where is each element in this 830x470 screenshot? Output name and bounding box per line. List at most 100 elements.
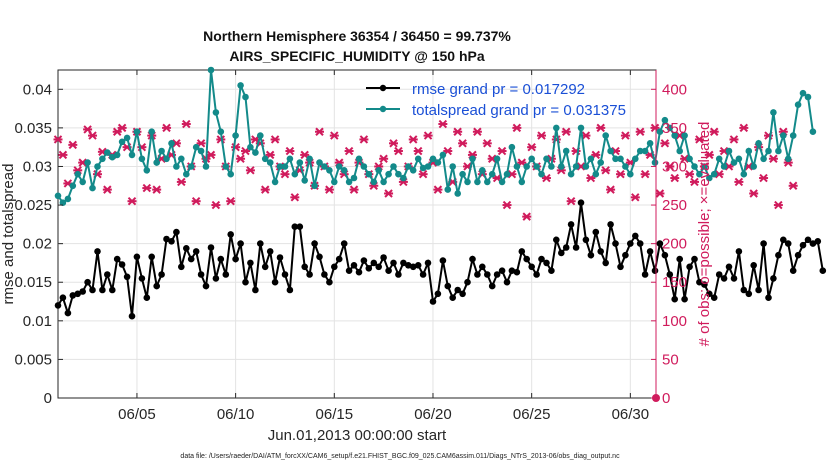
rmse-point bbox=[109, 286, 116, 294]
y-tick-label-right: 300 bbox=[662, 158, 687, 175]
obs-count-marker bbox=[359, 135, 369, 144]
totalspread-point bbox=[725, 147, 733, 155]
totalspread-point bbox=[553, 124, 560, 132]
rmse-point bbox=[676, 255, 683, 263]
rmse-point bbox=[321, 271, 328, 278]
rmse-point bbox=[64, 309, 72, 317]
obs-count-marker bbox=[527, 142, 537, 152]
totalspread-point bbox=[464, 178, 471, 186]
rmse-point bbox=[572, 244, 580, 251]
rmse-point bbox=[789, 267, 797, 275]
totalspread-point bbox=[479, 167, 486, 174]
totalspread-point bbox=[760, 155, 767, 163]
rmse-point bbox=[168, 238, 175, 245]
totalspread-point bbox=[271, 178, 279, 186]
rmse-point bbox=[217, 255, 225, 263]
totalspread-point bbox=[784, 155, 792, 163]
totalspread-point bbox=[414, 155, 422, 163]
chart-title-line2: AIRS_SPECIFIC_HUMIDITY @ 150 hPa bbox=[229, 48, 485, 64]
obs-count-marker bbox=[689, 177, 699, 187]
rmse-point bbox=[484, 271, 491, 278]
totalspread-point bbox=[780, 132, 787, 139]
totalspread-point bbox=[311, 182, 318, 190]
y-tick-label-right: 150 bbox=[662, 274, 687, 291]
obs-count-marker bbox=[694, 135, 704, 144]
obs-count-marker bbox=[615, 169, 625, 179]
rmse-point bbox=[651, 267, 659, 275]
obs-count-marker bbox=[768, 154, 778, 163]
obs-count-marker bbox=[482, 139, 492, 148]
totalspread-point bbox=[484, 178, 491, 186]
obs-count-marker bbox=[236, 154, 246, 163]
obs-count-marker bbox=[433, 185, 443, 194]
rmse-point bbox=[247, 259, 254, 267]
obs-count-marker bbox=[393, 146, 403, 156]
rmse-point bbox=[74, 290, 81, 298]
totalspread-point bbox=[710, 170, 718, 178]
obs-count-marker bbox=[315, 127, 325, 136]
totalspread-point bbox=[202, 163, 210, 170]
x-tick-label: 06/25 bbox=[513, 406, 551, 423]
totalspread-point bbox=[360, 163, 368, 170]
totalspread-point bbox=[380, 178, 387, 186]
totalspread-point bbox=[79, 178, 86, 186]
totalspread-point bbox=[409, 167, 417, 174]
rmse-point bbox=[375, 263, 383, 271]
obs-count-marker bbox=[68, 140, 78, 150]
rmse-point bbox=[104, 271, 111, 278]
totalspread-point bbox=[385, 170, 392, 178]
rmse-point bbox=[237, 240, 244, 247]
y-tick-label-right: 400 bbox=[662, 81, 687, 98]
y-tick-label-right: 350 bbox=[662, 120, 687, 137]
rmse-point bbox=[701, 281, 708, 288]
rmse-point bbox=[656, 240, 664, 247]
rmse-point bbox=[706, 290, 713, 298]
rmse-point bbox=[59, 294, 67, 302]
totalspread-point bbox=[429, 155, 437, 163]
rmse-point bbox=[178, 263, 185, 271]
rmse-point bbox=[414, 262, 422, 269]
rmse-point bbox=[710, 294, 718, 302]
obs-count-marker bbox=[630, 193, 640, 202]
rmse-point bbox=[449, 294, 457, 302]
totalspread-point bbox=[449, 163, 457, 170]
rmse-point bbox=[409, 263, 417, 271]
legend: rmse grand pr = 0.017292 totalspread gra… bbox=[366, 81, 626, 119]
rmse-point bbox=[661, 251, 669, 259]
rmse-point bbox=[696, 278, 703, 286]
totalspread-point bbox=[577, 124, 585, 132]
totalspread-point bbox=[701, 163, 708, 170]
obs-count-marker bbox=[561, 127, 571, 136]
rmse-point bbox=[99, 286, 106, 294]
totalspread-point bbox=[183, 170, 190, 178]
obs-count-marker bbox=[453, 127, 463, 136]
obs-count-marker bbox=[58, 150, 68, 160]
totalspread-point bbox=[227, 170, 234, 178]
totalspread-point bbox=[735, 155, 743, 163]
totalspread-point bbox=[789, 132, 797, 139]
rmse-point bbox=[715, 271, 723, 278]
totalspread-point bbox=[775, 147, 782, 155]
rmse-point bbox=[567, 221, 575, 228]
plot-area bbox=[57, 69, 657, 399]
totalspread-point bbox=[173, 163, 180, 170]
x-tick-label: 06/10 bbox=[217, 406, 255, 423]
rmse-point bbox=[252, 286, 259, 294]
rmse-point bbox=[94, 248, 101, 255]
rmse-point bbox=[370, 259, 378, 267]
rmse-point bbox=[365, 265, 373, 272]
obs-count-marker bbox=[788, 181, 798, 190]
legend-marker-rmse bbox=[379, 84, 387, 92]
rmse-point bbox=[242, 278, 249, 286]
rmse-point bbox=[187, 255, 195, 263]
rmse-point bbox=[429, 298, 437, 305]
rmse-point bbox=[612, 240, 619, 247]
rmse-point bbox=[720, 275, 728, 282]
totalspread-point bbox=[582, 163, 590, 170]
obs-count-marker bbox=[176, 177, 186, 187]
totalspread-point bbox=[543, 155, 550, 163]
rmse-point bbox=[113, 255, 121, 263]
rmse-point bbox=[582, 236, 590, 244]
rmse-point bbox=[434, 290, 442, 298]
totalspread-point bbox=[99, 155, 106, 163]
